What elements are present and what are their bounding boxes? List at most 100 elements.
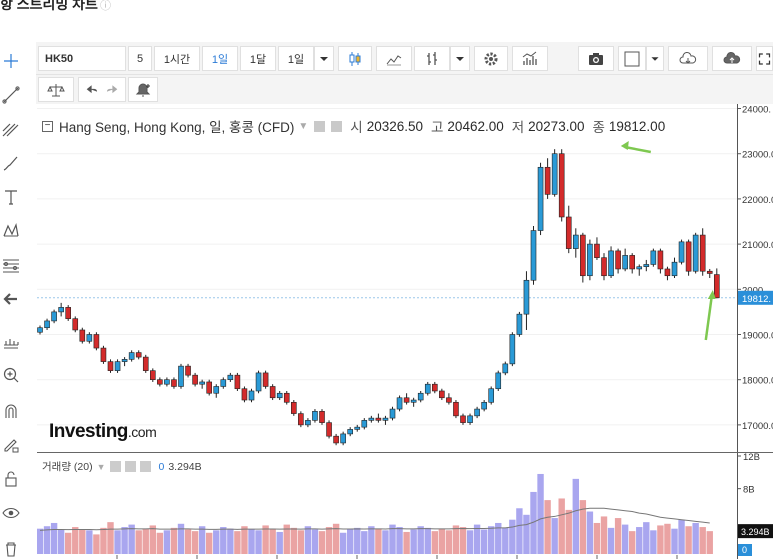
candle[interactable] bbox=[502, 361, 509, 376]
undo-icon[interactable] bbox=[85, 83, 99, 97]
candle[interactable] bbox=[643, 259, 650, 272]
candle[interactable] bbox=[509, 332, 516, 367]
fullscreen-icon[interactable] bbox=[756, 46, 773, 71]
candle[interactable] bbox=[248, 388, 255, 403]
candle[interactable] bbox=[424, 381, 431, 396]
zoom-icon[interactable] bbox=[0, 362, 22, 388]
candle[interactable] bbox=[664, 266, 671, 281]
candle[interactable] bbox=[453, 400, 459, 419]
candle[interactable] bbox=[58, 302, 64, 317]
candle[interactable] bbox=[276, 390, 283, 401]
candle[interactable] bbox=[481, 400, 487, 412]
candle-type-icon[interactable] bbox=[338, 46, 372, 71]
legend-dropdown-icon[interactable]: ▼ bbox=[298, 120, 309, 132]
candle[interactable] bbox=[678, 239, 685, 265]
candle[interactable] bbox=[171, 377, 177, 389]
chart-svg[interactable] bbox=[36, 104, 737, 559]
balance-icon[interactable] bbox=[38, 77, 74, 102]
candle[interactable] bbox=[375, 413, 382, 423]
candle[interactable] bbox=[410, 397, 417, 407]
candle[interactable] bbox=[601, 253, 607, 281]
chart-type-dropdown-icon[interactable] bbox=[450, 46, 470, 71]
candle[interactable] bbox=[587, 239, 593, 281]
pencil-lock-icon[interactable] bbox=[0, 432, 22, 458]
redo-icon[interactable] bbox=[105, 83, 119, 97]
candle[interactable] bbox=[544, 158, 551, 199]
chart-area[interactable] bbox=[36, 104, 737, 559]
candle[interactable] bbox=[305, 418, 311, 428]
color-box-icon[interactable] bbox=[618, 46, 646, 71]
fib-icon[interactable] bbox=[0, 116, 22, 142]
bar-type-icon[interactable] bbox=[414, 46, 450, 71]
gear-icon[interactable] bbox=[474, 46, 508, 71]
candle[interactable] bbox=[636, 264, 643, 276]
candle[interactable] bbox=[241, 386, 248, 403]
candle[interactable] bbox=[495, 370, 502, 391]
interval-1mo[interactable]: 1달 bbox=[240, 46, 276, 71]
candle[interactable] bbox=[594, 237, 600, 260]
candle[interactable] bbox=[382, 415, 389, 425]
crosshair-icon[interactable] bbox=[0, 48, 22, 74]
candle[interactable] bbox=[467, 413, 473, 425]
fib-retrace-icon[interactable] bbox=[0, 252, 22, 278]
candle[interactable] bbox=[128, 350, 135, 362]
candle[interactable] bbox=[446, 393, 452, 405]
candle[interactable] bbox=[86, 332, 93, 344]
interval-1h[interactable]: 1시간 bbox=[154, 46, 200, 71]
candle[interactable] bbox=[530, 226, 537, 285]
candle[interactable] bbox=[312, 409, 318, 423]
candle[interactable] bbox=[692, 232, 699, 274]
candle[interactable] bbox=[685, 239, 692, 276]
candle[interactable] bbox=[65, 305, 72, 321]
candle[interactable] bbox=[164, 377, 170, 387]
color-dropdown-icon[interactable] bbox=[646, 46, 664, 71]
candle[interactable] bbox=[699, 228, 706, 276]
trash-icon[interactable] bbox=[0, 536, 22, 559]
candle[interactable] bbox=[396, 395, 403, 412]
volume-close-icon[interactable] bbox=[139, 461, 151, 472]
candle[interactable] bbox=[269, 384, 276, 401]
candle[interactable] bbox=[150, 368, 156, 382]
brush-icon[interactable] bbox=[0, 150, 22, 176]
candle[interactable] bbox=[615, 248, 621, 274]
y-axis[interactable]: 17000.018000.019000.0200021000.022000.02… bbox=[737, 104, 773, 559]
trendline-icon[interactable] bbox=[0, 82, 22, 108]
candle[interactable] bbox=[121, 357, 128, 367]
eye-icon[interactable] bbox=[0, 500, 22, 526]
candle[interactable] bbox=[608, 246, 614, 278]
candle[interactable] bbox=[192, 372, 198, 387]
candle[interactable] bbox=[629, 253, 636, 274]
candle[interactable] bbox=[157, 377, 163, 387]
candle[interactable] bbox=[79, 327, 86, 344]
candle[interactable] bbox=[713, 268, 720, 299]
interval-5[interactable]: 5 bbox=[128, 46, 152, 71]
candle[interactable] bbox=[361, 418, 368, 430]
interval-1d[interactable]: 1일 bbox=[202, 46, 238, 71]
candle[interactable] bbox=[488, 386, 495, 405]
measure-icon[interactable] bbox=[0, 328, 22, 354]
volume-dropdown-icon[interactable]: ▼ bbox=[96, 461, 106, 472]
line-chart-icon[interactable] bbox=[376, 46, 412, 71]
magnet-icon[interactable] bbox=[0, 398, 22, 424]
candle[interactable] bbox=[474, 406, 480, 419]
candle[interactable] bbox=[333, 433, 339, 446]
candle[interactable] bbox=[185, 363, 191, 378]
candle[interactable] bbox=[142, 354, 149, 373]
candle[interactable] bbox=[51, 309, 57, 324]
candle[interactable] bbox=[255, 370, 262, 394]
candle[interactable] bbox=[234, 372, 241, 391]
candle[interactable] bbox=[340, 431, 346, 446]
candle[interactable] bbox=[135, 350, 142, 360]
candle[interactable] bbox=[417, 390, 424, 403]
candle[interactable] bbox=[178, 363, 184, 389]
cloud-upload-icon[interactable] bbox=[712, 46, 752, 71]
candle[interactable] bbox=[319, 409, 325, 425]
candle[interactable] bbox=[262, 370, 269, 389]
candle[interactable] bbox=[206, 379, 212, 396]
pane-divider[interactable] bbox=[37, 452, 773, 453]
candle[interactable] bbox=[213, 384, 220, 398]
candle[interactable] bbox=[537, 162, 544, 236]
candle[interactable] bbox=[44, 318, 50, 330]
candle[interactable] bbox=[283, 390, 290, 405]
candle[interactable] bbox=[354, 424, 361, 432]
